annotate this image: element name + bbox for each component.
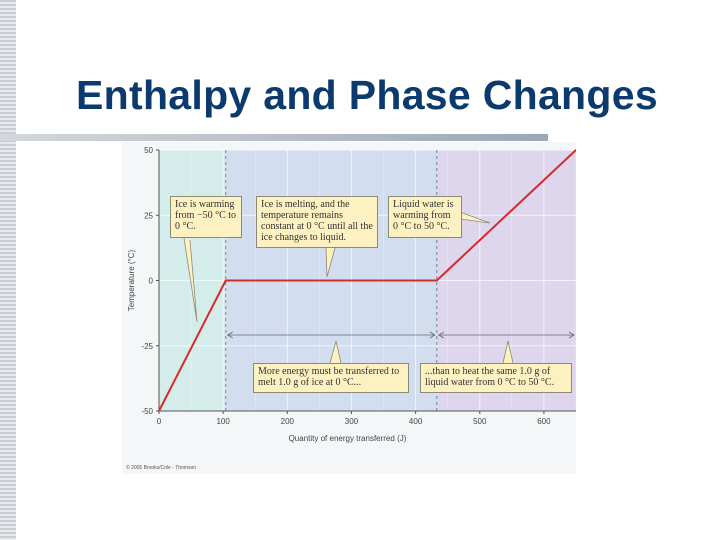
x-axis-label: Quantity of energy transferred (J) <box>289 434 407 443</box>
x-tick-label: 100 <box>216 417 230 426</box>
y-tick-label: 0 <box>149 277 154 286</box>
arrow-head <box>438 331 444 339</box>
curve-point <box>224 279 227 282</box>
callout-pointer-more-energy <box>329 340 342 364</box>
heating-curve-line <box>158 149 576 412</box>
curve-point <box>158 410 160 412</box>
callout-pointer-ice-warming <box>183 237 198 323</box>
arrow-head <box>226 331 233 339</box>
phase-change-figure: -50 -25 0 25 50 0 100 200 300 400 500 600 Quantity o… <box>122 142 576 474</box>
x-tick-label: 600 <box>537 417 551 426</box>
x-tick-label: 200 <box>281 417 295 426</box>
copyright-text: © 2005 Brooks/Cole - Thomson <box>126 464 196 471</box>
x-tick-label: 300 <box>345 417 359 426</box>
callout-pointer-ice-melting <box>325 247 336 278</box>
callout-than-heat: ...than to heat the same 1.0 g of liquid… <box>420 363 572 393</box>
callout-water-warming: Liquid water is warming from 0 °C to 50 … <box>388 196 462 238</box>
x-tick-label: 500 <box>473 417 487 426</box>
y-tick-label: 50 <box>144 146 153 155</box>
y-tick-label: 25 <box>144 211 153 220</box>
callout-pointer-water-warming <box>459 211 491 224</box>
x-tick-label: 0 <box>157 417 162 426</box>
callout-ice-melting: Ice is melting, and the temperature rema… <box>256 196 378 248</box>
title-underline <box>0 134 548 141</box>
callout-ice-warming: Ice is warming from −50 °C to 0 °C. <box>170 196 242 238</box>
arrow-head <box>568 331 575 339</box>
x-tick-label: 400 <box>409 417 423 426</box>
arrow-head <box>429 331 436 339</box>
slide-title: Enthalpy and Phase Changes <box>76 72 658 118</box>
curve-point <box>575 149 576 151</box>
callout-pointer-than-heat <box>502 340 514 364</box>
curve-point <box>435 279 438 282</box>
left-stripe-decoration <box>0 0 16 540</box>
y-tick-label: -25 <box>141 342 153 351</box>
callout-more-energy: More energy must be transferred to melt … <box>253 363 409 393</box>
y-axis-label: Temperature (°C) <box>127 249 136 311</box>
y-tick-label: -50 <box>141 407 153 416</box>
